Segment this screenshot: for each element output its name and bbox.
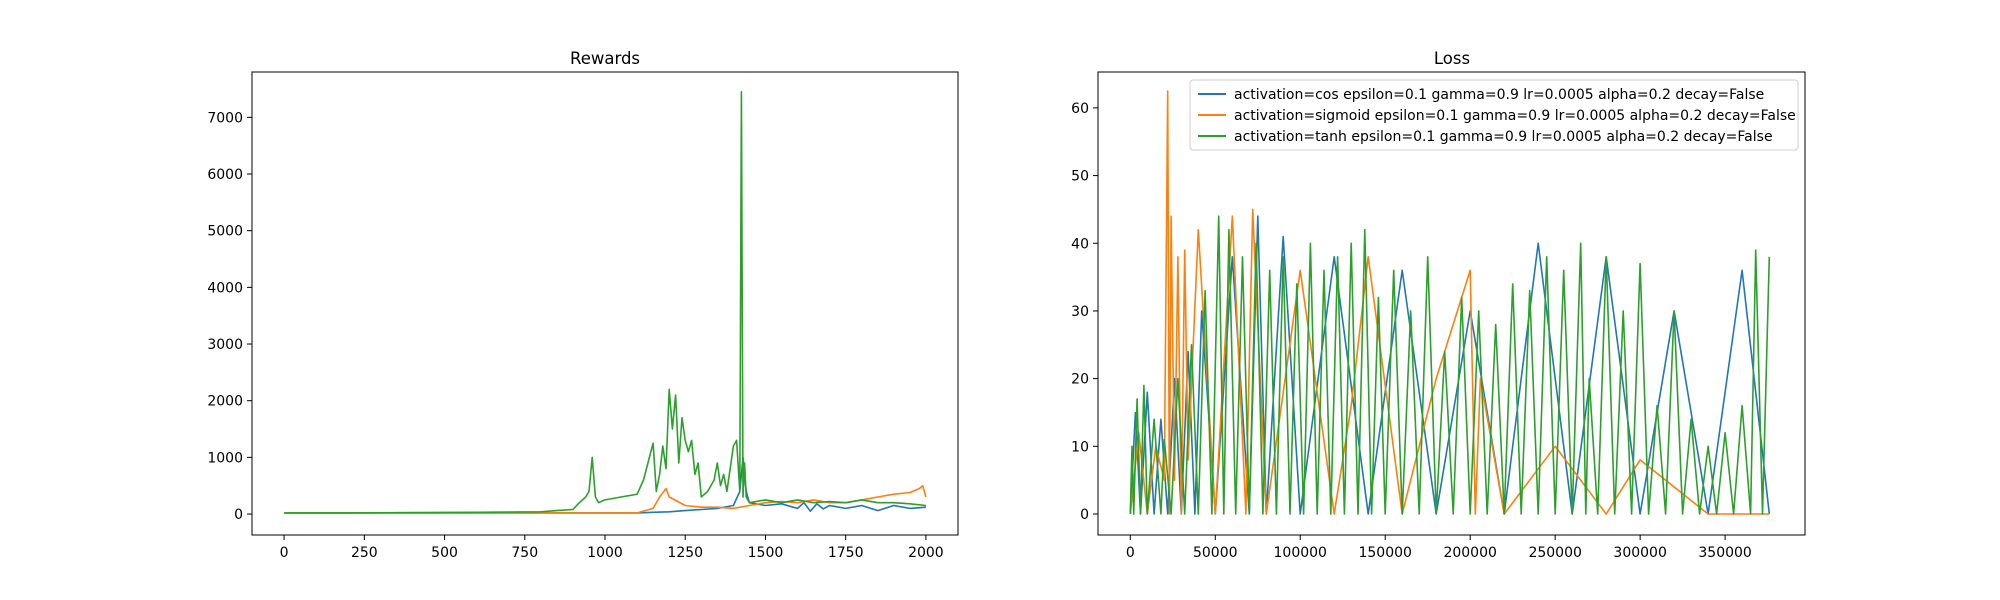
x-tick-label: 50000 [1193, 545, 1238, 561]
y-tick-label: 10 [1071, 439, 1089, 455]
series-line-2 [284, 91, 926, 514]
x-tick-label: 2000 [908, 545, 944, 561]
y-tick-label: 30 [1071, 304, 1089, 320]
plot-background [252, 72, 958, 535]
x-tick-label: 500 [431, 545, 458, 561]
x-tick-label: 1500 [748, 545, 784, 561]
x-tick-label: 1000 [587, 545, 623, 561]
x-tick-label: 1250 [667, 545, 703, 561]
y-tick-label: 60 [1071, 101, 1089, 117]
axes-frame [251, 71, 959, 536]
series-layer [284, 91, 927, 514]
series-layer [1129, 90, 1771, 515]
chart-title: Rewards [570, 49, 640, 68]
x-tick-label: 250 [351, 545, 378, 561]
chart-title: Loss [1434, 49, 1470, 68]
y-tick-label: 2000 [207, 394, 243, 410]
rewards-chart: Rewards 0 250 500 750 1000 1250 1500 1750 2000 0… [207, 49, 959, 561]
y-tick-label: 50 [1071, 169, 1089, 185]
x-tick-label: 1750 [828, 545, 864, 561]
legend-label: activation=cos epsilon=0.1 gamma=0.9 lr=… [1234, 87, 1764, 103]
legend-box [1189, 79, 1799, 151]
x-tick-label: 350000 [1698, 545, 1751, 561]
x-tick-label: 0 [280, 545, 289, 561]
y-tick-label: 1000 [207, 450, 243, 466]
series-line-1 [284, 484, 927, 514]
y-tick-label: 3000 [207, 337, 243, 353]
y-tick-label: 7000 [207, 110, 243, 126]
series-line-1 [1129, 90, 1770, 515]
x-axis-ticks: 0 50000 100000 150000 200000 250000 300000 3500… [1126, 535, 1752, 561]
y-tick-label: 0 [234, 507, 243, 523]
x-tick-label: 200000 [1443, 545, 1496, 561]
y-tick-label: 4000 [207, 280, 243, 296]
y-tick-label: 5000 [207, 224, 243, 240]
x-tick-label: 0 [1126, 545, 1135, 561]
y-tick-label: 40 [1071, 236, 1089, 252]
legend-label: activation=tanh epsilon=0.1 gamma=0.9 lr… [1234, 129, 1773, 145]
series-line-2 [1129, 215, 1771, 515]
x-tick-label: 300000 [1613, 545, 1666, 561]
y-axis-ticks: 0 10 20 30 40 50 60 [1071, 101, 1098, 523]
legend-label: activation=sigmoid epsilon=0.1 gamma=0.9… [1234, 108, 1796, 124]
x-tick-label: 150000 [1358, 545, 1411, 561]
y-axis-ticks: 0 1000 2000 3000 4000 5000 6000 7000 [207, 110, 252, 523]
x-tick-label: 750 [511, 545, 538, 561]
legend: activation=cos epsilon=0.1 gamma=0.9 lr=… [1189, 79, 1799, 151]
axes-frame [1097, 71, 1806, 536]
x-tick-label: 250000 [1528, 545, 1581, 561]
loss-chart: Loss 0 50000 100000 150000 200000 250000 30000… [1071, 49, 1806, 561]
y-tick-label: 0 [1080, 507, 1089, 523]
y-tick-label: 20 [1071, 372, 1089, 388]
plot-area [252, 72, 958, 535]
x-tick-label: 100000 [1274, 545, 1327, 561]
y-tick-label: 6000 [207, 167, 243, 183]
x-axis-ticks: 0 250 500 750 1000 1250 1500 1750 2000 [280, 535, 944, 561]
